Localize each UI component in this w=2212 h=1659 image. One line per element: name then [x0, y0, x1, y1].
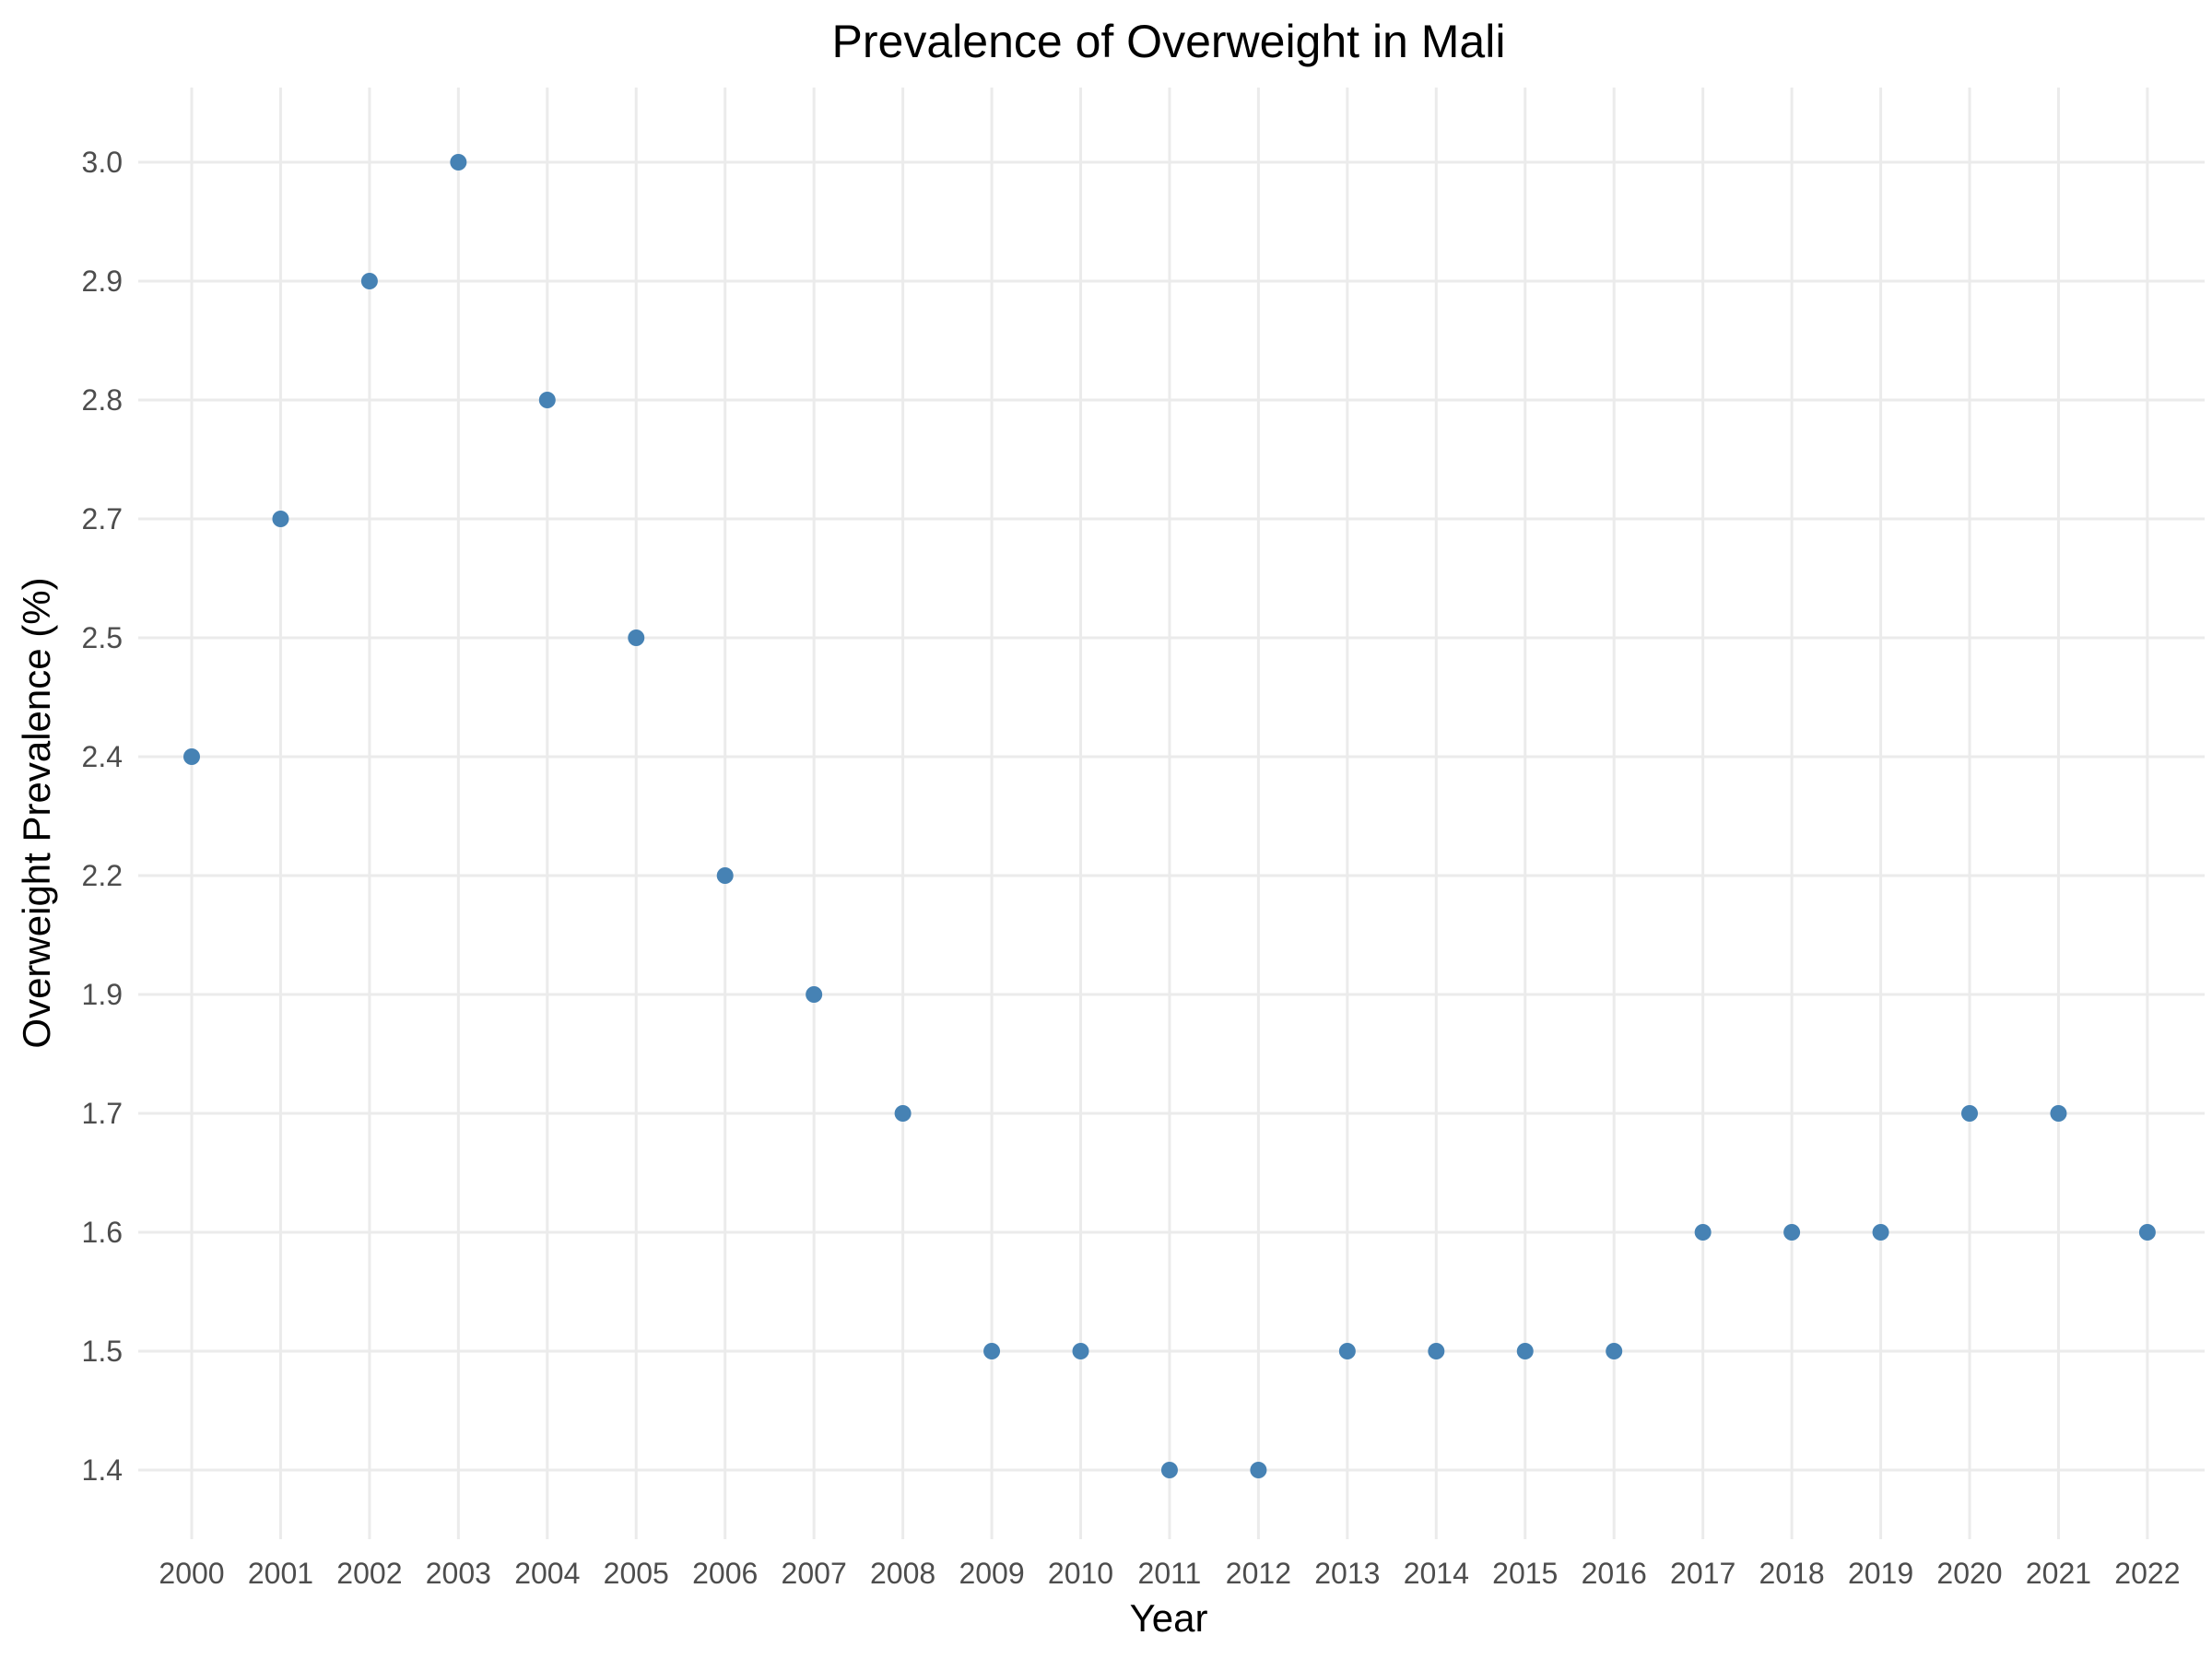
- data-point: [1516, 1343, 1534, 1359]
- x-tick-label: 2012: [1226, 1557, 1291, 1590]
- x-tick-label: 2003: [426, 1557, 491, 1590]
- y-tick-label: 2.5: [82, 621, 123, 654]
- data-point: [983, 1343, 1001, 1359]
- data-point: [894, 1105, 912, 1122]
- x-tick-label: 2011: [1138, 1557, 1202, 1590]
- data-point: [360, 273, 378, 289]
- data-point: [716, 867, 734, 884]
- data-point: [2050, 1105, 2067, 1122]
- data-point: [1428, 1343, 1445, 1359]
- y-tick-label: 1.7: [82, 1097, 123, 1130]
- y-tick-label: 2.4: [82, 740, 123, 773]
- x-tick-label: 2010: [1048, 1557, 1113, 1590]
- data-point: [1160, 1462, 1178, 1478]
- data-point: [1783, 1224, 1801, 1241]
- data-point: [806, 986, 823, 1003]
- x-tick-label: 2013: [1314, 1557, 1380, 1590]
- x-tick-label: 2020: [1936, 1557, 2002, 1590]
- x-tick-label: 2022: [2114, 1557, 2180, 1590]
- x-tick-label: 2006: [692, 1557, 758, 1590]
- x-tick-label: 2008: [870, 1557, 935, 1590]
- data-point: [1250, 1462, 1267, 1478]
- y-tick-label: 1.4: [82, 1453, 123, 1487]
- data-point: [272, 511, 289, 527]
- data-point: [2138, 1224, 2156, 1241]
- y-tick-label: 2.7: [82, 502, 123, 535]
- y-axis-ticks: 1.4 1.5 1.6 1.7 1.9 2.2 2.4 2.5 2.7 2.8 2.9 3.0: [82, 146, 123, 1487]
- x-tick-label: 2016: [1582, 1557, 1647, 1590]
- data-point: [1606, 1343, 1623, 1359]
- data-point: [1694, 1224, 1712, 1241]
- y-tick-label: 2.8: [82, 383, 123, 417]
- chart-title: Prevalence of Overweight in Mali: [832, 16, 1506, 67]
- x-tick-label: 2005: [604, 1557, 669, 1590]
- y-tick-label: 1.9: [82, 978, 123, 1011]
- y-tick-label: 1.5: [82, 1335, 123, 1368]
- data-point: [1338, 1343, 1356, 1359]
- y-tick-label: 2.9: [82, 265, 123, 298]
- x-tick-label: 2015: [1492, 1557, 1558, 1590]
- x-tick-label: 2019: [1848, 1557, 1913, 1590]
- x-tick-label: 2017: [1670, 1557, 1735, 1590]
- data-point: [450, 154, 467, 171]
- x-axis-ticks: 2000 2001 2002 2003 2004 2005 2006 2007 2008 2009…: [159, 1557, 2180, 1590]
- y-axis-label: Overweight Prevalence (%): [15, 577, 58, 1048]
- x-tick-label: 2002: [336, 1557, 402, 1590]
- data-point: [183, 748, 200, 765]
- data-point: [628, 629, 645, 646]
- x-tick-label: 2014: [1404, 1557, 1469, 1590]
- x-tick-label: 2004: [514, 1557, 580, 1590]
- x-tick-label: 2009: [959, 1557, 1024, 1590]
- data-points: [183, 154, 2156, 1478]
- x-tick-label: 2018: [1759, 1557, 1825, 1590]
- data-point: [1961, 1105, 1978, 1122]
- x-axis-label: Year: [1130, 1596, 1208, 1640]
- x-tick-label: 2007: [782, 1557, 847, 1590]
- grid-lines: [138, 88, 2205, 1539]
- data-point: [1872, 1224, 1889, 1241]
- data-point: [1072, 1343, 1089, 1359]
- x-tick-label: 2000: [159, 1557, 224, 1590]
- data-point: [538, 392, 556, 408]
- y-tick-label: 1.6: [82, 1216, 123, 1249]
- y-tick-label: 2.2: [82, 859, 123, 892]
- x-tick-label: 2021: [2026, 1557, 2091, 1590]
- y-tick-label: 3.0: [82, 146, 123, 179]
- x-tick-label: 2001: [248, 1557, 313, 1590]
